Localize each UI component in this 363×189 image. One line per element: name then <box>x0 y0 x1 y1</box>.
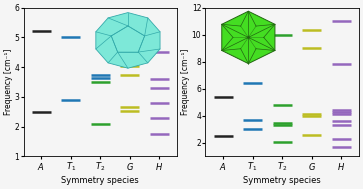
Y-axis label: Frequency [cm⁻¹]: Frequency [cm⁻¹] <box>181 49 190 115</box>
Y-axis label: Frequency [cm⁻¹]: Frequency [cm⁻¹] <box>4 49 13 115</box>
Polygon shape <box>222 11 275 64</box>
X-axis label: Symmetry species: Symmetry species <box>61 176 139 185</box>
X-axis label: Symmetry species: Symmetry species <box>243 176 321 185</box>
Polygon shape <box>111 26 144 52</box>
Polygon shape <box>96 13 160 68</box>
